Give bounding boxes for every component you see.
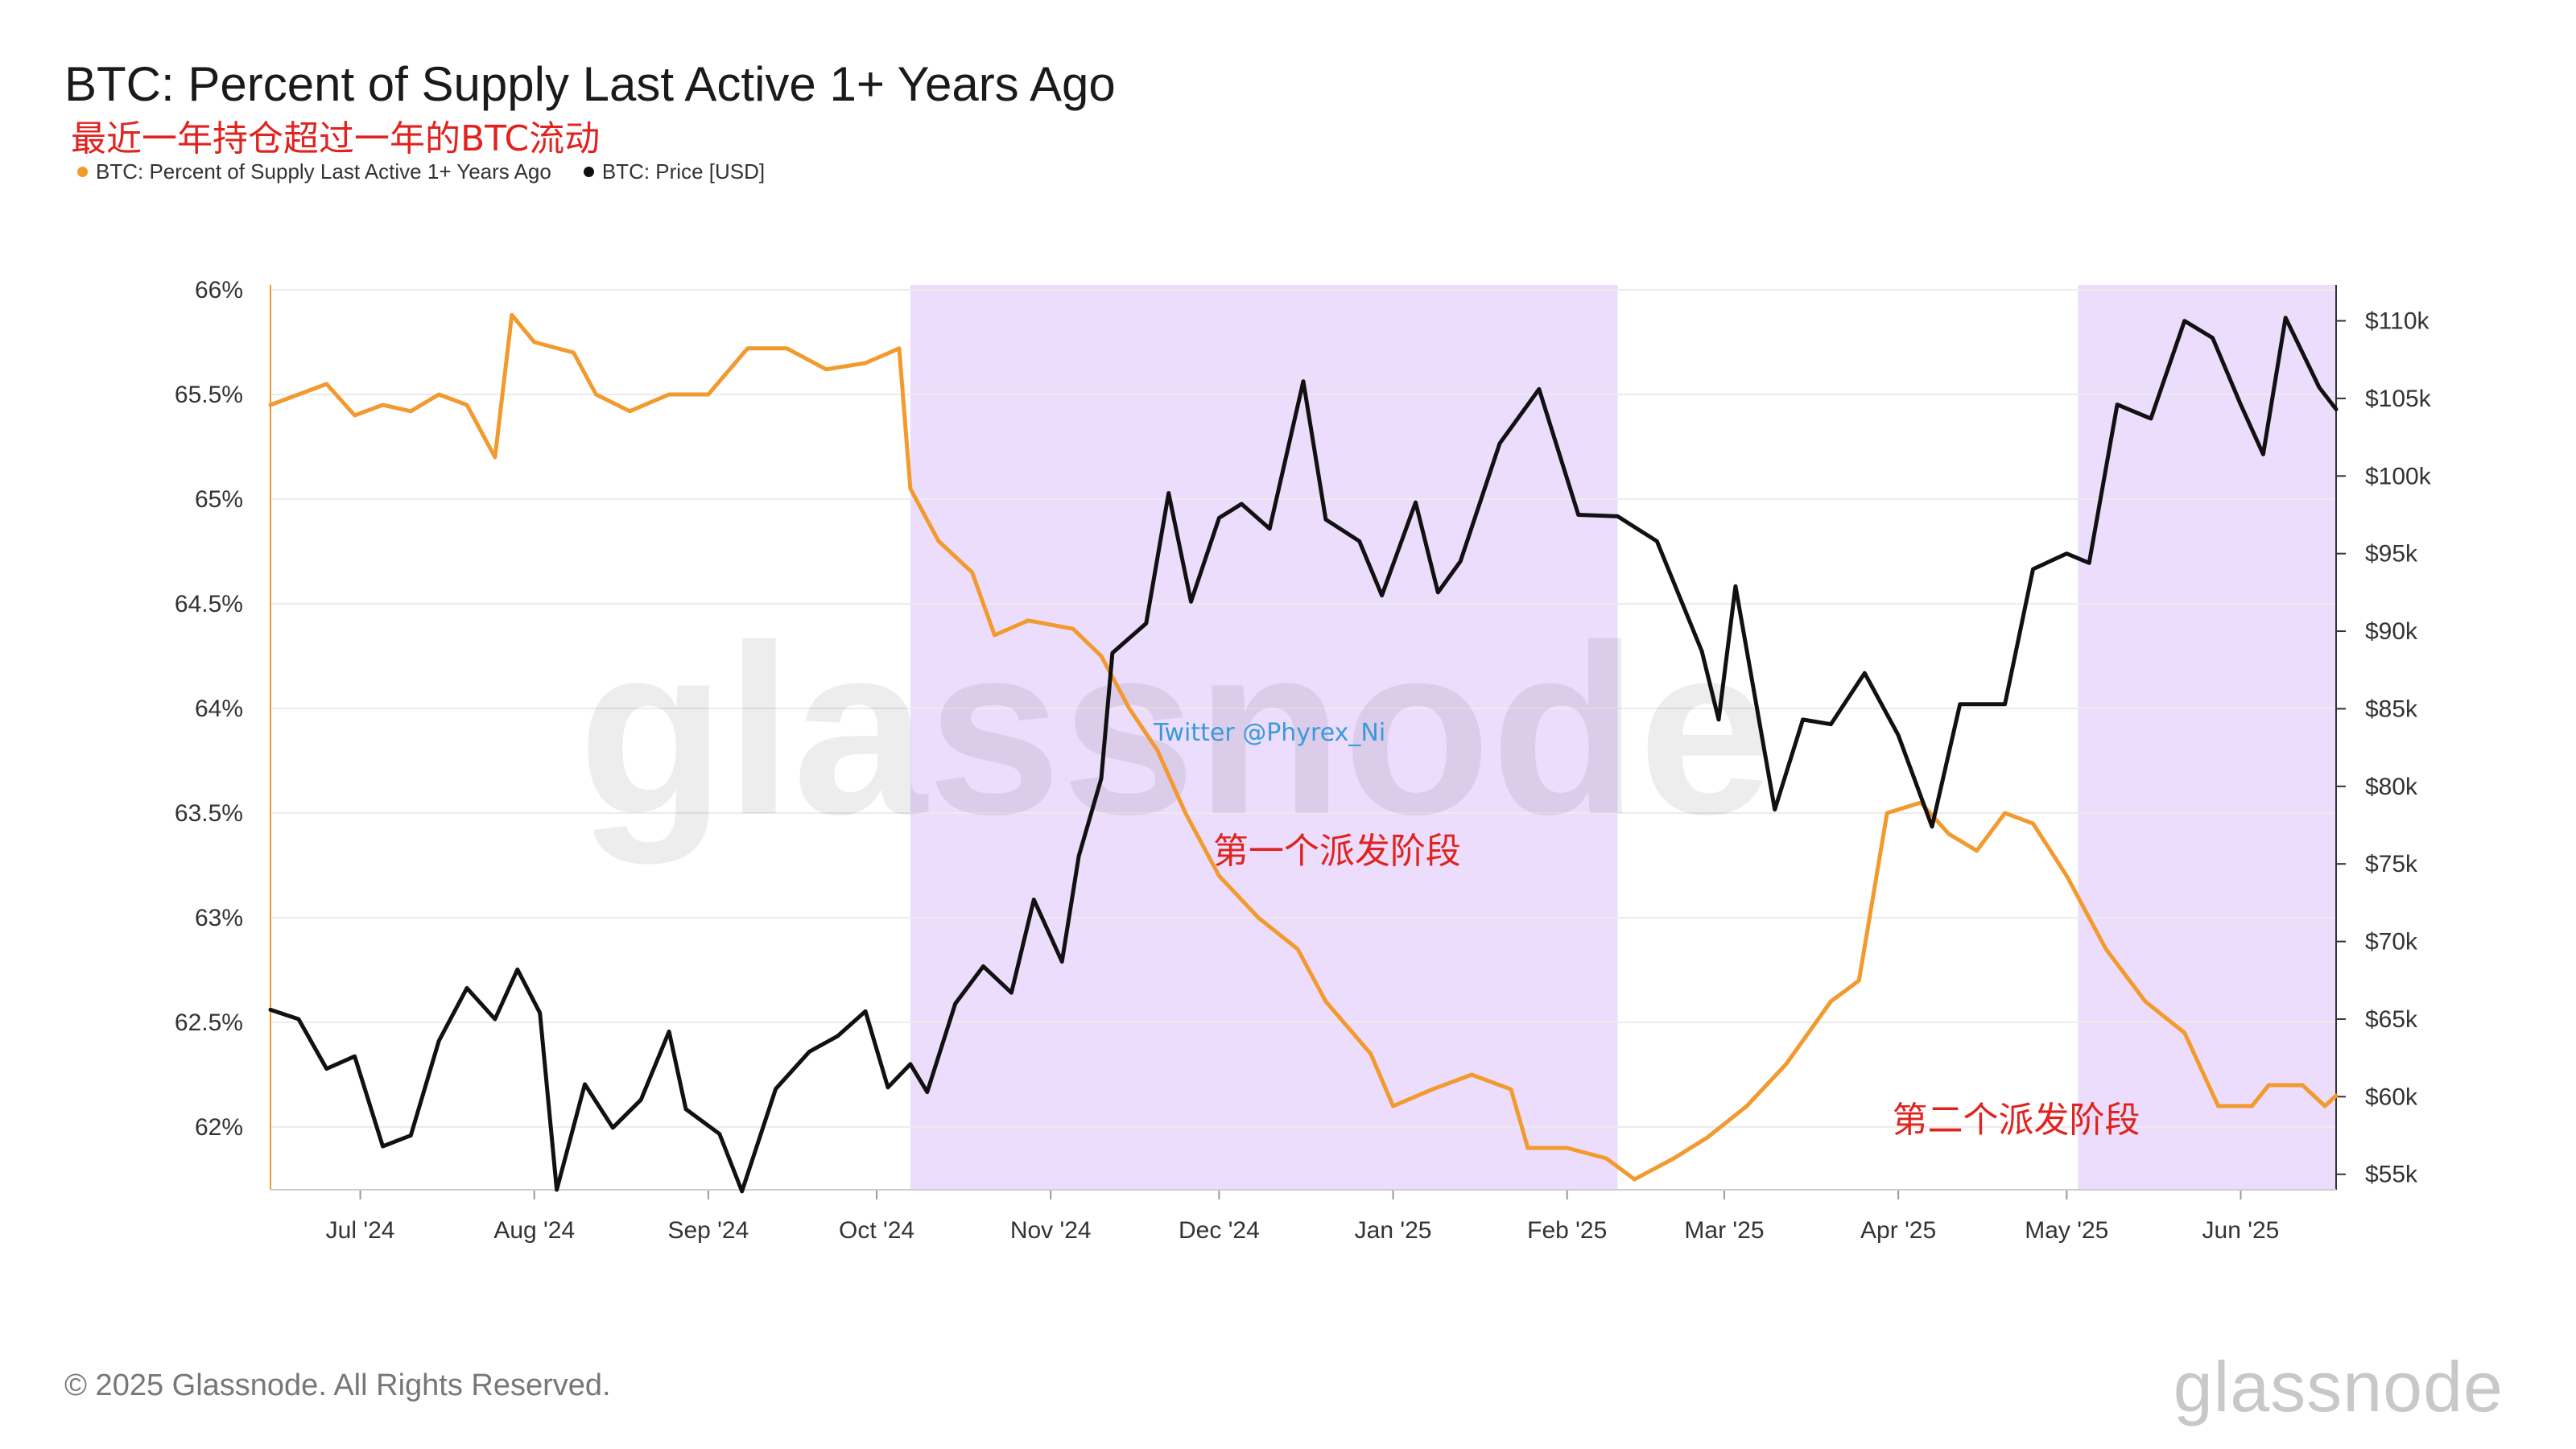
y-left-tick-label: 65% <box>195 486 243 513</box>
legend-label-supply: BTC: Percent of Supply Last Active 1+ Ye… <box>96 159 551 184</box>
y-left-tick-label: 65.5% <box>175 382 243 408</box>
y-right-tick-label: $60k <box>2365 1084 2418 1110</box>
y-right-tick-label: $90k <box>2365 618 2418 645</box>
band-annotation-1: 第一个派发阶段 <box>1213 831 1461 872</box>
chart-subtitle: 最近一年持仓超过一年的BTC流动 <box>71 118 601 159</box>
y-left-tick-label: 66% <box>195 277 243 303</box>
legend-dot-supply <box>77 167 88 177</box>
y-right-tick-label: $75k <box>2365 851 2418 877</box>
y-right-tick-label: $95k <box>2365 541 2418 568</box>
x-tick-label: Nov '24 <box>1010 1217 1092 1244</box>
y-right-tick-label: $65k <box>2365 1006 2418 1033</box>
x-tick-label: Dec '24 <box>1179 1217 1260 1244</box>
distribution-band-2 <box>2078 285 2336 1190</box>
y-left-tick-label: 63.5% <box>175 800 243 827</box>
legend-item-price[interactable]: BTC: Price [USD] <box>583 159 766 184</box>
x-tick-label: Jan '25 <box>1355 1217 1432 1244</box>
distribution-band-1 <box>910 285 1618 1190</box>
x-tick-label: Jun '25 <box>2202 1217 2280 1244</box>
x-tick-label: May '25 <box>2025 1217 2108 1244</box>
y-left-tick-label: 64.5% <box>175 591 243 617</box>
y-right-tick-label: $70k <box>2365 929 2418 956</box>
x-tick-label: Sep '24 <box>667 1217 749 1244</box>
y-right-tick-label: $110k <box>2365 308 2430 335</box>
brand-logo: glassnode <box>2173 1347 2504 1426</box>
band-annotation-2: 第二个派发阶段 <box>1893 1100 2140 1141</box>
y-right-tick-label: $85k <box>2365 696 2418 722</box>
legend-item-supply[interactable]: BTC: Percent of Supply Last Active 1+ Ye… <box>77 159 551 184</box>
y-right-tick-label: $55k <box>2365 1162 2418 1188</box>
copyright-text: © 2025 Glassnode. All Rights Reserved. <box>64 1368 611 1402</box>
chart-title: BTC: Percent of Supply Last Active 1+ Ye… <box>64 57 1116 111</box>
legend-dot-price <box>583 167 594 177</box>
y-left-tick-label: 63% <box>195 905 243 931</box>
x-tick-label: Oct '24 <box>839 1217 914 1244</box>
y-left-tick-label: 62% <box>195 1114 243 1141</box>
twitter-annotation: Twitter @Phyrex_Ni <box>1153 719 1385 747</box>
x-tick-label: Jul '24 <box>326 1217 395 1244</box>
y-left-tick-label: 62.5% <box>175 1009 243 1036</box>
x-tick-label: Apr '25 <box>1860 1217 1936 1244</box>
watermark-text: glassnode <box>578 594 1773 866</box>
legend: BTC: Percent of Supply Last Active 1+ Ye… <box>77 159 765 184</box>
supply-series-line <box>268 312 2339 1182</box>
price-series-line <box>268 316 2339 1194</box>
x-tick-label: Mar '25 <box>1684 1217 1764 1244</box>
y-right-tick-label: $100k <box>2365 463 2432 489</box>
y-right-tick-label: $80k <box>2365 774 2418 800</box>
legend-label-price: BTC: Price [USD] <box>601 159 766 184</box>
x-tick-label: Feb '25 <box>1527 1217 1607 1244</box>
y-right-tick-label: $105k <box>2365 386 2432 412</box>
x-tick-label: Aug '24 <box>493 1217 575 1244</box>
y-left-tick-label: 64% <box>195 696 243 722</box>
